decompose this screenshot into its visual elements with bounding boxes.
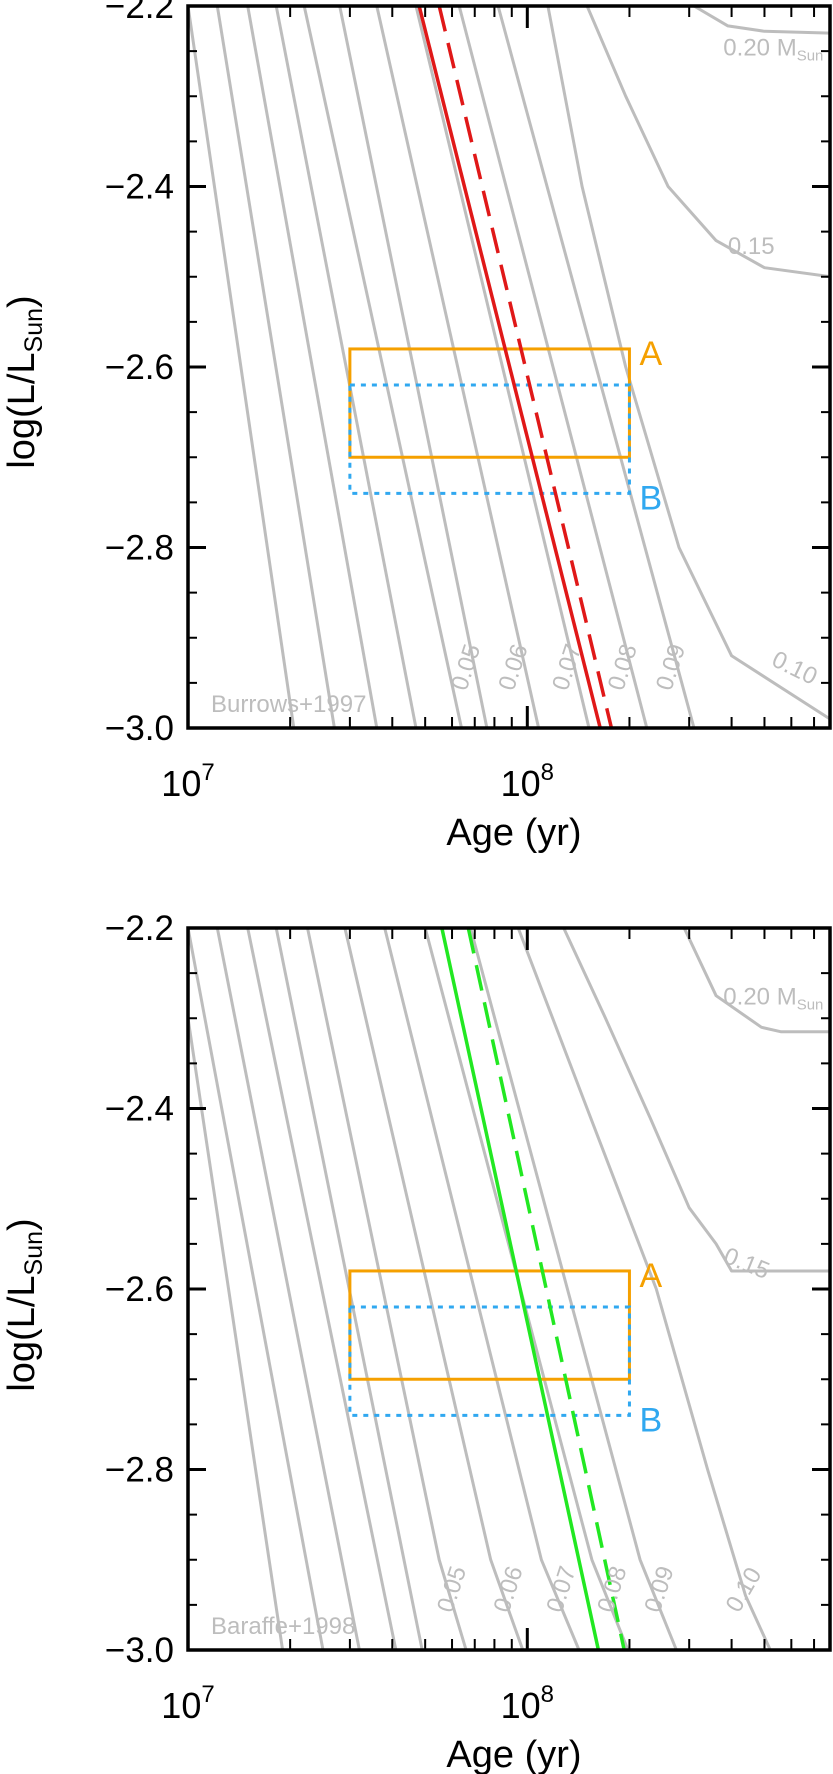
mass-track-unlabeled-1 [215,6,336,728]
mass-label: 0.09 [651,641,691,694]
mass-track-0.07 [383,928,581,1650]
mass-track-0.05 [338,6,489,728]
mass-track-unlabeled-1 [188,928,325,1650]
mass-track-0.09 [469,928,678,1650]
mass-label: 0.10 [721,1563,768,1617]
constraint-line-solid [417,6,602,728]
x-tick-label: 108 [501,759,554,804]
plot-area [188,928,830,1650]
mass-track-0.06 [343,928,525,1650]
y-tick-label: −2.8 [105,1451,174,1490]
mass-track-0.08 [423,928,630,1650]
y-tick-label: −3.0 [105,1631,174,1670]
panel-burrows: 0.05 0.06 0.07 0.08 0.09 0.100.150.20 MSunABB… [1,0,832,854]
y-axis-title: log(L/LSun) [1,1218,48,1391]
mass-track-unlabeled-4 [302,6,463,728]
mass-track-0.15 [585,6,830,279]
panel-baraffe: 0.05 0.06 0.07 0.08 0.09 0.100.150.20 MSunABB… [1,909,832,1774]
plot-area [188,6,830,728]
mass-label: 0.20 MSun [723,35,823,65]
y-tick-label: −3.0 [105,709,174,748]
mass-label: 0.06 [493,641,533,694]
mass-label: 0.15 [728,233,775,260]
box-b [348,383,631,495]
box-label-a: A [639,335,662,373]
mass-label: 0.07 [547,641,587,694]
mass-track-0.10 [546,6,830,721]
mass-track-0.15 [562,928,830,1273]
x-axis-title: Age (yr) [446,812,581,854]
mass-track-0.20 [693,6,830,35]
y-tick-label: −2.6 [105,348,174,387]
x-tick-label: 107 [161,759,214,804]
mass-track-unlabeled-0 [188,1017,285,1650]
mass-track-0.20 [682,928,830,1034]
constraint-line-dashed [437,6,614,728]
mass-label: 0.15 [720,1242,773,1285]
mass-track-0.10 [516,928,772,1650]
y-tick-label: −2.2 [105,0,174,26]
mass-track-unlabeled-3 [246,928,398,1650]
constraint-line-dashed [466,928,626,1650]
x-tick-label: 107 [161,1681,214,1726]
mass-label: 0.08 [592,1563,632,1616]
mass-label: 0.05 [446,641,486,694]
mass-track-0.05 [306,928,468,1650]
y-axis-title: log(L/LSun) [1,295,48,468]
mass-track-0.09 [496,6,696,728]
box-label-b: B [639,479,662,517]
mass-track-unlabeled-0 [188,6,296,728]
mass-track-unlabeled-2 [246,6,379,728]
y-tick-label: −2.8 [105,529,174,568]
mass-track-unlabeled-2 [215,928,361,1650]
y-tick-label: −2.2 [105,909,174,948]
mass-track-unlabeled-3 [274,6,418,728]
box-label-a: A [639,1257,662,1295]
y-tick-label: −2.6 [105,1270,174,1309]
mass-label: 0.05 [432,1563,472,1616]
box-b [348,1305,631,1417]
model-label: Burrows+1997 [211,691,366,718]
plot-frame [186,926,832,1652]
mass-track-0.07 [414,6,591,728]
model-label: Baraffe+1998 [211,1613,355,1640]
y-tick-label: −2.4 [105,168,174,207]
x-tick-label: 108 [501,1681,554,1726]
y-tick-label: −2.4 [105,1090,174,1129]
box-label-b: B [639,1401,662,1439]
mass-track-0.08 [457,6,649,728]
x-axis-title: Age (yr) [446,1734,581,1774]
mass-track-0.06 [375,6,541,728]
constraint-line-solid [440,928,601,1650]
mass-label: 0.20 MSun [723,984,823,1014]
